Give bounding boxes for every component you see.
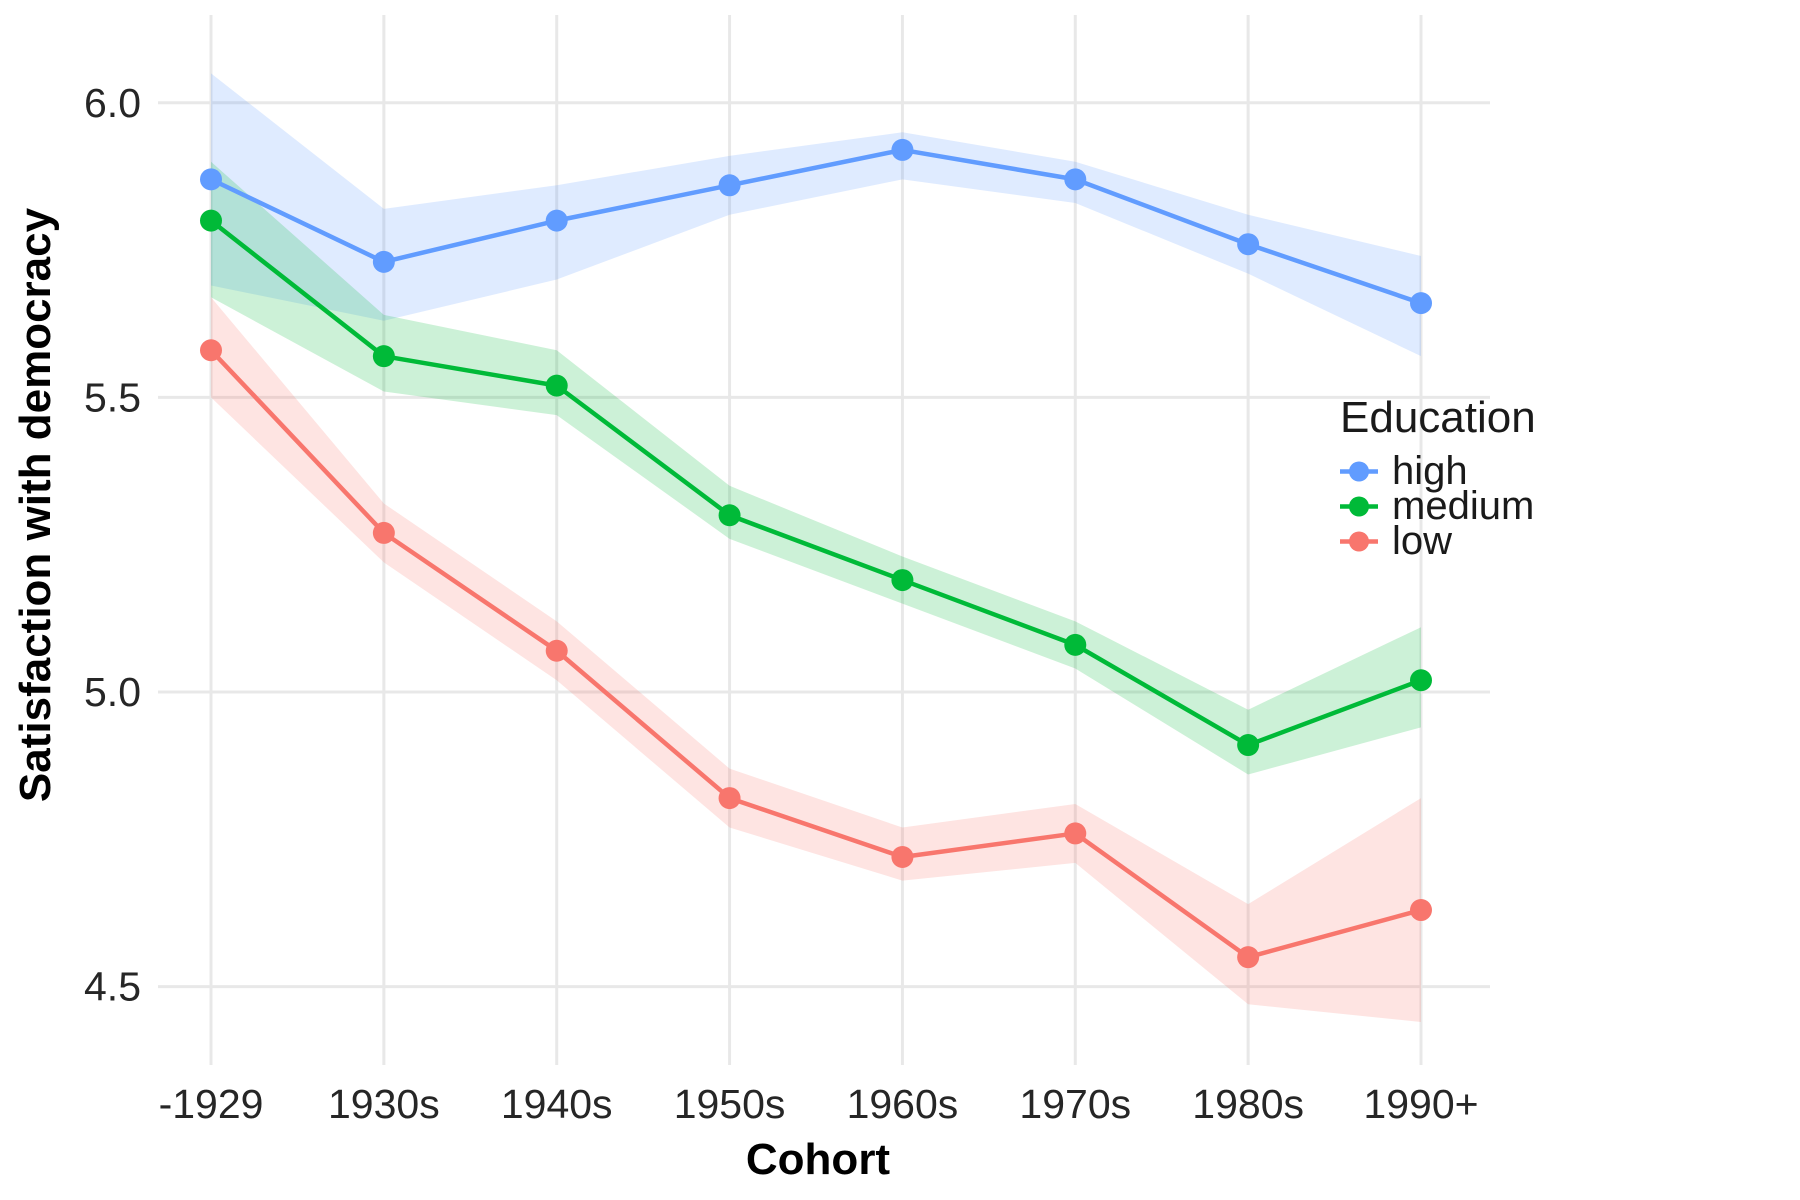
legend-items: high medium low bbox=[1340, 449, 1536, 563]
legend-item-low: low bbox=[1340, 519, 1536, 563]
point-high-1960s bbox=[891, 138, 914, 161]
point-medium-1950s bbox=[718, 504, 741, 527]
legend-label: low bbox=[1392, 519, 1453, 563]
legend-key-medium-icon bbox=[1340, 496, 1378, 517]
point-high-1980s bbox=[1237, 233, 1260, 256]
legend-item-medium: medium bbox=[1340, 484, 1536, 528]
point-high-1930s bbox=[372, 250, 395, 273]
x-tick-label: 1970s bbox=[1019, 1081, 1131, 1127]
point-high-1950s bbox=[718, 174, 741, 197]
point-high-1970s bbox=[1064, 168, 1087, 191]
x-tick-label: 1960s bbox=[847, 1081, 959, 1127]
point-medium-1980s bbox=[1237, 734, 1260, 757]
point-low-1990+ bbox=[1410, 899, 1432, 922]
point-medium-1990+ bbox=[1410, 669, 1432, 692]
line-medium bbox=[208, 218, 1424, 748]
legend-item-high: high bbox=[1340, 449, 1536, 493]
x-tick-label: -1929 bbox=[159, 1081, 264, 1127]
point-low-1980s bbox=[1237, 946, 1260, 969]
line-high bbox=[208, 147, 1424, 306]
y-axis-tick-labels: 6.0 5.5 5.0 4.5 bbox=[84, 80, 141, 1010]
ribbon-medium bbox=[211, 161, 1421, 775]
y-axis-title: Satisfaction with democracy bbox=[11, 207, 60, 802]
point-low-1950s bbox=[718, 787, 741, 810]
y-tick-label: 4.5 bbox=[84, 964, 141, 1010]
legend-key-low-icon bbox=[1340, 531, 1378, 552]
x-axis-title: Cohort bbox=[746, 1135, 891, 1184]
series-lines bbox=[208, 147, 1424, 960]
legend-title: Education bbox=[1340, 393, 1536, 442]
point-medium--1929 bbox=[200, 209, 222, 232]
point-high-1940s bbox=[545, 209, 568, 232]
confidence-ribbons bbox=[211, 73, 1421, 1022]
point-low-1930s bbox=[372, 521, 395, 544]
point-medium-1960s bbox=[891, 569, 914, 592]
point-medium-1970s bbox=[1064, 633, 1087, 656]
legend-label: high bbox=[1392, 449, 1468, 493]
point-low-1970s bbox=[1064, 822, 1087, 845]
y-tick-label: 5.5 bbox=[84, 374, 141, 420]
line-low bbox=[208, 348, 1424, 960]
x-tick-label: 1940s bbox=[501, 1081, 613, 1127]
point-medium-1940s bbox=[545, 374, 568, 397]
x-tick-label: 1930s bbox=[328, 1081, 440, 1127]
y-tick-label: 5.0 bbox=[84, 669, 141, 715]
x-tick-label: 1980s bbox=[1192, 1081, 1304, 1127]
ribbon-high bbox=[211, 73, 1421, 357]
point-medium-1930s bbox=[372, 345, 395, 368]
point-high-1990+ bbox=[1410, 292, 1432, 315]
series-points bbox=[200, 138, 1432, 969]
point-low-1940s bbox=[545, 639, 568, 662]
ribbon-low bbox=[211, 297, 1421, 1022]
point-low-1960s bbox=[891, 846, 914, 869]
legend: Education high medium low bbox=[1340, 393, 1536, 563]
point-high--1929 bbox=[200, 168, 222, 191]
y-tick-label: 6.0 bbox=[84, 80, 141, 126]
point-low--1929 bbox=[200, 339, 222, 362]
legend-key-high-icon bbox=[1340, 461, 1378, 482]
x-tick-label: 1990+ bbox=[1363, 1081, 1478, 1127]
x-axis-tick-labels: -1929 1930s 1940s 1950s 1960s 1970s 1980s 1990+ bbox=[159, 1081, 1479, 1127]
x-tick-label: 1950s bbox=[674, 1081, 786, 1127]
legend-label: medium bbox=[1392, 484, 1535, 528]
